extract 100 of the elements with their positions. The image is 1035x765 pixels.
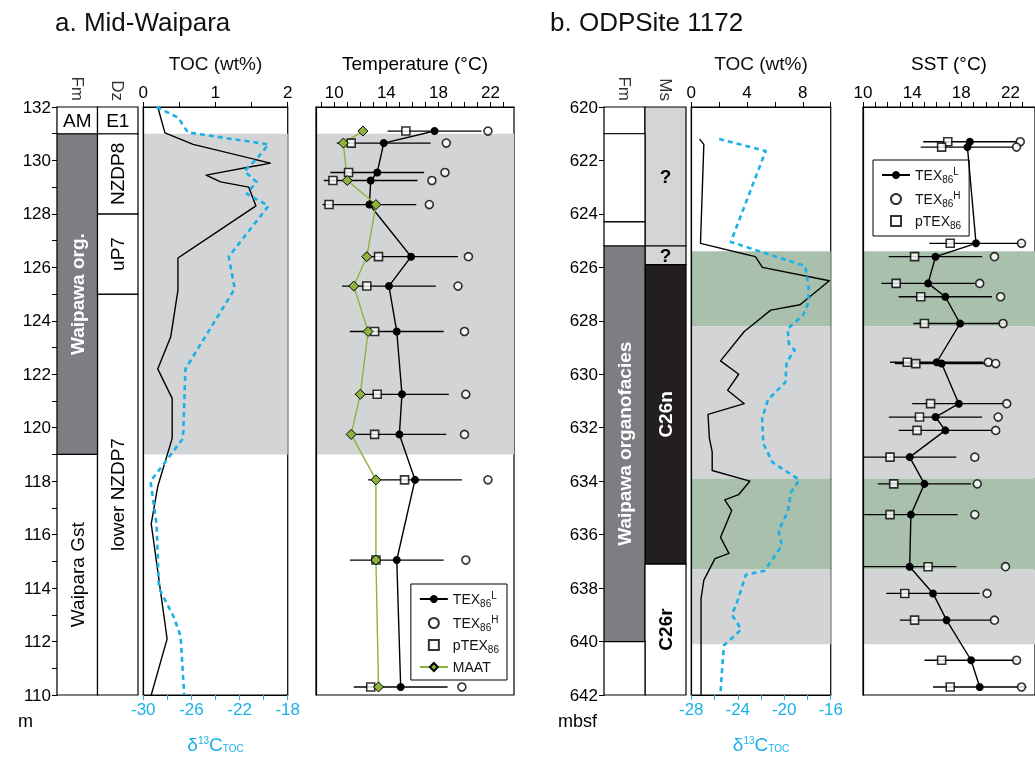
- point: [919, 318, 930, 329]
- point: [370, 474, 382, 486]
- x-tick-label: -16: [818, 700, 843, 719]
- point: [995, 291, 1006, 302]
- point: [891, 278, 901, 289]
- x2-tick-label: 0: [686, 83, 697, 102]
- y-tick-label: 634: [569, 471, 598, 491]
- data-label: lower NZDP7: [107, 438, 129, 552]
- x-tick-label: 14: [902, 83, 922, 102]
- y-tick-label: 638: [569, 578, 598, 598]
- point: [899, 588, 910, 599]
- x-tick-label: -20: [771, 700, 797, 719]
- x-tick-label: -30: [131, 700, 156, 719]
- point: [441, 138, 452, 148]
- point: [1016, 238, 1027, 249]
- point: [440, 167, 450, 178]
- point: [373, 681, 385, 693]
- point: [942, 616, 951, 625]
- point: [998, 318, 1008, 329]
- y-axis-title: m: [18, 711, 33, 731]
- point: [885, 509, 895, 520]
- point: [909, 251, 920, 262]
- x2-tick-label: 2: [282, 83, 293, 102]
- point: [923, 561, 933, 572]
- point: [346, 138, 356, 148]
- point: [407, 252, 416, 261]
- point: [430, 127, 439, 136]
- point: [396, 682, 405, 691]
- y-tick-label: 120: [22, 418, 51, 438]
- x-tick-label: 22: [481, 83, 501, 102]
- point: [345, 428, 357, 440]
- point: [989, 251, 1000, 262]
- x2-axis-title: TOC (wt%): [168, 53, 263, 74]
- point: [361, 251, 373, 263]
- point: [373, 251, 384, 262]
- point: [990, 358, 1001, 369]
- data-label: NZDP8: [107, 142, 129, 205]
- point: [463, 251, 474, 262]
- point: [372, 389, 383, 400]
- y-tick-label: 126: [22, 257, 51, 277]
- data-label: C26r: [655, 607, 676, 651]
- data-label: C26n: [655, 391, 676, 438]
- x-tick-label: 10: [853, 83, 873, 102]
- point: [905, 453, 914, 462]
- x2-axis-title: TOC (wt%): [714, 53, 808, 74]
- point: [1011, 655, 1022, 666]
- point: [411, 475, 419, 484]
- point: [885, 452, 895, 462]
- point: [461, 389, 471, 400]
- point: [972, 479, 983, 489]
- y-tick-label: 626: [569, 257, 598, 277]
- x-axis-title: SST (°C): [911, 53, 987, 74]
- point: [373, 168, 382, 177]
- point: [341, 175, 353, 186]
- point: [963, 143, 972, 152]
- chart-title: a. Mid-Waipara: [55, 7, 231, 37]
- point: [990, 425, 1001, 436]
- data-label: ?: [659, 165, 672, 187]
- x2-tick-label: 8: [798, 83, 808, 102]
- x-tick-label: -22: [227, 700, 252, 719]
- point: [392, 327, 401, 336]
- y-tick-label: 628: [569, 311, 598, 331]
- point: [924, 279, 933, 288]
- data-label: uP7: [107, 237, 129, 271]
- x-tick-label: 18: [951, 83, 971, 102]
- point: [1016, 682, 1027, 692]
- point: [911, 358, 921, 369]
- point: [970, 509, 980, 520]
- point: [483, 126, 493, 136]
- y-tick-label: 128: [22, 204, 51, 224]
- x-tick-label: 22: [1000, 83, 1020, 102]
- x2-tick-label: 1: [210, 83, 221, 102]
- x2-tick-label: 4: [742, 83, 752, 102]
- point: [395, 430, 404, 439]
- point: [453, 281, 463, 291]
- point: [888, 479, 899, 489]
- point: [365, 682, 376, 692]
- point: [970, 452, 980, 462]
- point: [366, 176, 375, 185]
- y-tick-label: 124: [22, 311, 51, 331]
- point: [954, 399, 963, 408]
- data-label: ?: [659, 244, 672, 266]
- point: [989, 615, 1000, 625]
- point: [931, 252, 940, 261]
- point: [945, 682, 956, 692]
- point: [925, 398, 936, 409]
- y-tick-label: 632: [569, 418, 598, 438]
- y-tick-label: 630: [569, 364, 598, 384]
- x-tick-label: -18: [275, 700, 300, 719]
- point: [941, 426, 950, 435]
- point: [1001, 398, 1012, 409]
- y-tick-label: 114: [23, 578, 51, 598]
- point: [967, 656, 976, 665]
- point: [931, 413, 940, 422]
- point: [936, 655, 947, 666]
- legend-label: MAAT: [452, 659, 492, 675]
- x-tick-label: -26: [179, 700, 204, 719]
- point: [937, 359, 946, 368]
- point: [369, 429, 380, 440]
- x-tick-label: 10: [324, 83, 344, 102]
